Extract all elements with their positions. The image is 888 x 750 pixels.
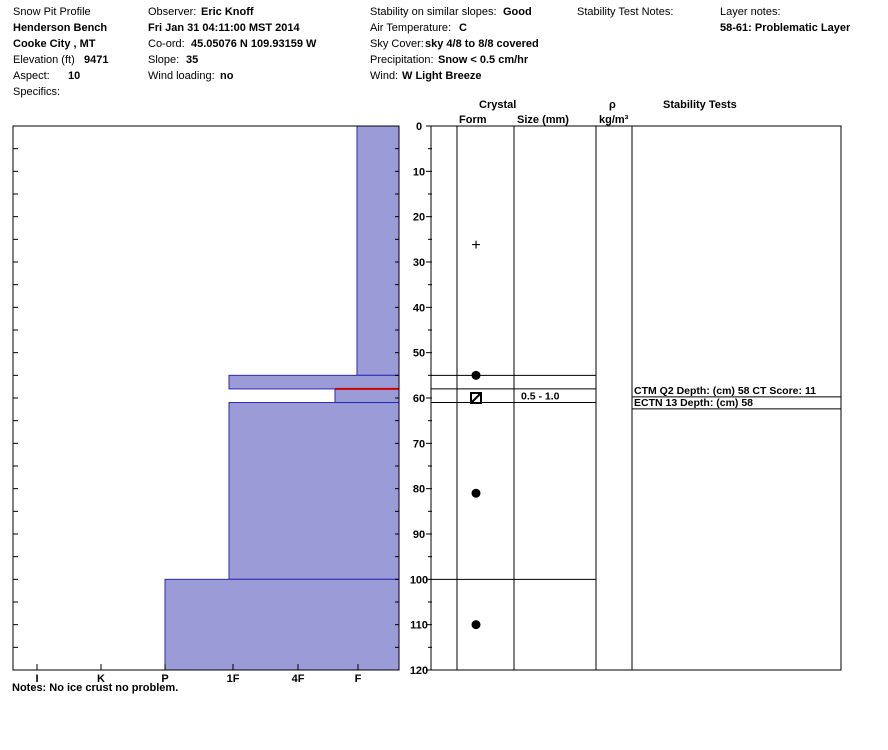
aspect-value: 10 (68, 70, 81, 82)
wind-loading-value: no (220, 70, 234, 82)
depth-tick-label: 90 (413, 529, 425, 541)
sky-cover-label: Sky Cover: (370, 38, 424, 50)
depth-tick-label: 100 (410, 574, 428, 586)
faceted-square-slash (470, 392, 482, 404)
hardness-layer-bar (228, 402, 400, 580)
elevation-label: Elevation (ft) (13, 54, 75, 66)
hardness-label: K (97, 673, 105, 685)
hardness-axis: I K P 1F 4F F (35, 664, 362, 685)
rounded-grain-icon (471, 370, 481, 380)
air-temp-label: Air Temperature: (370, 22, 452, 34)
table-frame (430, 125, 842, 671)
stability-test-notes-label: Stability Test Notes: (577, 6, 674, 18)
plus-icon: + (471, 237, 480, 254)
hardness-label: 1F (227, 673, 240, 685)
location-name: Henderson Bench (13, 22, 108, 34)
hardness-layer-bar (228, 374, 400, 390)
observation-datetime: Fri Jan 31 04:11:00 MST 2014 (148, 22, 300, 34)
size-header: Size (mm) (517, 114, 569, 126)
sky-cover-value: sky 4/8 to 8/8 covered (425, 38, 539, 50)
hardness-label: I (35, 673, 38, 685)
hardness-profile (164, 125, 400, 671)
observer-label: Observer: (148, 6, 197, 18)
depth-tick-label: 80 (413, 484, 425, 496)
region-name: Cooke City , MT (13, 38, 96, 50)
specifics-label: Specifics: (13, 86, 61, 98)
profile-title: Snow Pit Profile (13, 6, 91, 18)
stability-test-text: CTM Q2 Depth: (cm) 58 CT Score: 11 (634, 385, 816, 397)
slope-value: 35 (186, 54, 199, 66)
coord-value: 45.05076 N 109.93159 W (191, 38, 317, 50)
chart-frame (12, 125, 400, 671)
depth-tick-label: 10 (413, 166, 425, 178)
crystal-size-text: 0.5 - 1.0 (521, 391, 560, 403)
wind-value: W Light Breeze (402, 70, 482, 82)
depth-tick-label: 40 (413, 302, 425, 314)
hardness-label: F (355, 673, 362, 685)
stability-tests-header: Stability Tests (663, 99, 737, 111)
depth-tick-label: 60 (413, 393, 425, 405)
hardness-layer-bar (164, 578, 400, 671)
depth-axis: 0 10 20 30 40 50 60 70 80 90 100 110 120 (410, 121, 432, 677)
wind-label: Wind: (370, 70, 399, 82)
density-unit-header: kg/m³ (599, 114, 629, 126)
hardness-label: P (161, 673, 168, 685)
slope-label: Slope: (148, 54, 180, 66)
depth-tick-label: 20 (413, 212, 425, 224)
faceted-square-box (470, 392, 482, 404)
aspect-label: Aspect: (13, 70, 50, 82)
depth-tick-label: 70 (413, 438, 425, 450)
air-temp-value: C (459, 22, 467, 34)
notes: Notes: No ice crust no problem. (12, 682, 179, 694)
round-dot-icon (471, 620, 481, 630)
depth-tick-label: 120 (410, 665, 428, 677)
round-dot-icon (471, 488, 481, 498)
precipitation-label: Precipitation: (370, 54, 434, 66)
rho-header: ρ (609, 99, 616, 111)
observer-value: Eric Knoff (201, 6, 254, 18)
layer-notes-value: 58-61: Problematic Layer (720, 22, 851, 34)
crystal-header: Crystal (479, 99, 517, 111)
hardness-layer-bar (334, 388, 400, 404)
layer-notes-label: Layer notes: (720, 6, 781, 18)
depth-tick-label: 110 (410, 620, 428, 632)
crystal-symbols: + (470, 237, 482, 630)
precipitation-value: Snow < 0.5 cm/hr (438, 54, 529, 66)
stability-label: Stability on similar slopes: (370, 6, 497, 18)
depth-tick-label: 30 (413, 257, 425, 269)
depth-tick-label: 0 (416, 121, 422, 133)
hardness-layer-bar (356, 125, 400, 376)
wind-loading-label: Wind loading: (148, 70, 215, 82)
faceted-square-icon (470, 392, 482, 404)
hardness-label: 4F (292, 673, 305, 685)
stability-test-text: ECTN 13 Depth: (cm) 58 (634, 397, 753, 409)
stability-value: Good (503, 6, 532, 18)
depth-tick-label: 50 (413, 348, 425, 360)
form-header: Form (459, 114, 487, 126)
coord-label: Co-ord: (148, 38, 185, 50)
elevation-value: 9471 (84, 54, 109, 66)
